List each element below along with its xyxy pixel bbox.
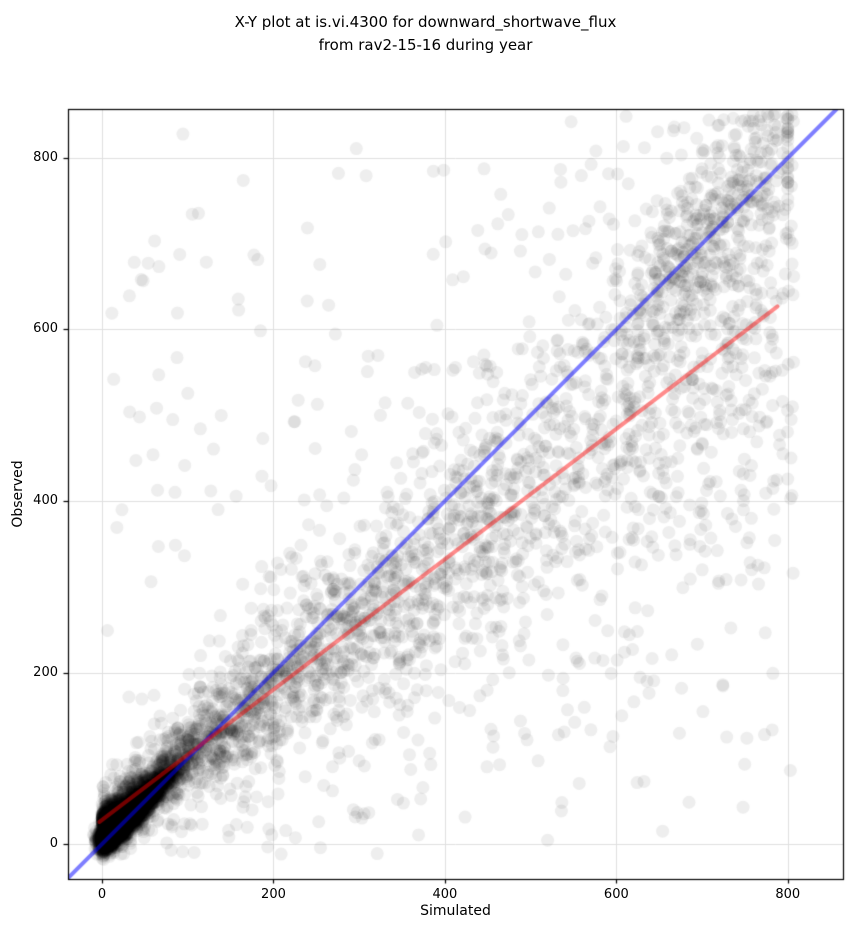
plot-title-line1: X-Y plot at is.vi.4300 for downward_shor… [234,13,617,31]
x-tick-label-400: 400 [432,887,458,902]
x-tick-label-600: 600 [603,887,629,902]
plot-title-line2: from rav2-15-16 during year [318,36,533,54]
y-tick-label-0: 0 [49,836,58,851]
x-tick-label-200: 200 [261,887,286,902]
y-tick-label-200: 200 [33,664,58,680]
x-tick-label-800: 800 [775,887,801,902]
x-tick-label-0: 0 [97,887,107,902]
y-tick-label-800: 800 [33,149,58,165]
y-tick-label-600: 600 [33,321,58,337]
y-tick-label-400: 400 [33,492,58,508]
plot-title: X-Y plot at is.vi.4300 for downward_shor… [0,11,851,57]
x-axis-label: Simulated [420,903,491,919]
